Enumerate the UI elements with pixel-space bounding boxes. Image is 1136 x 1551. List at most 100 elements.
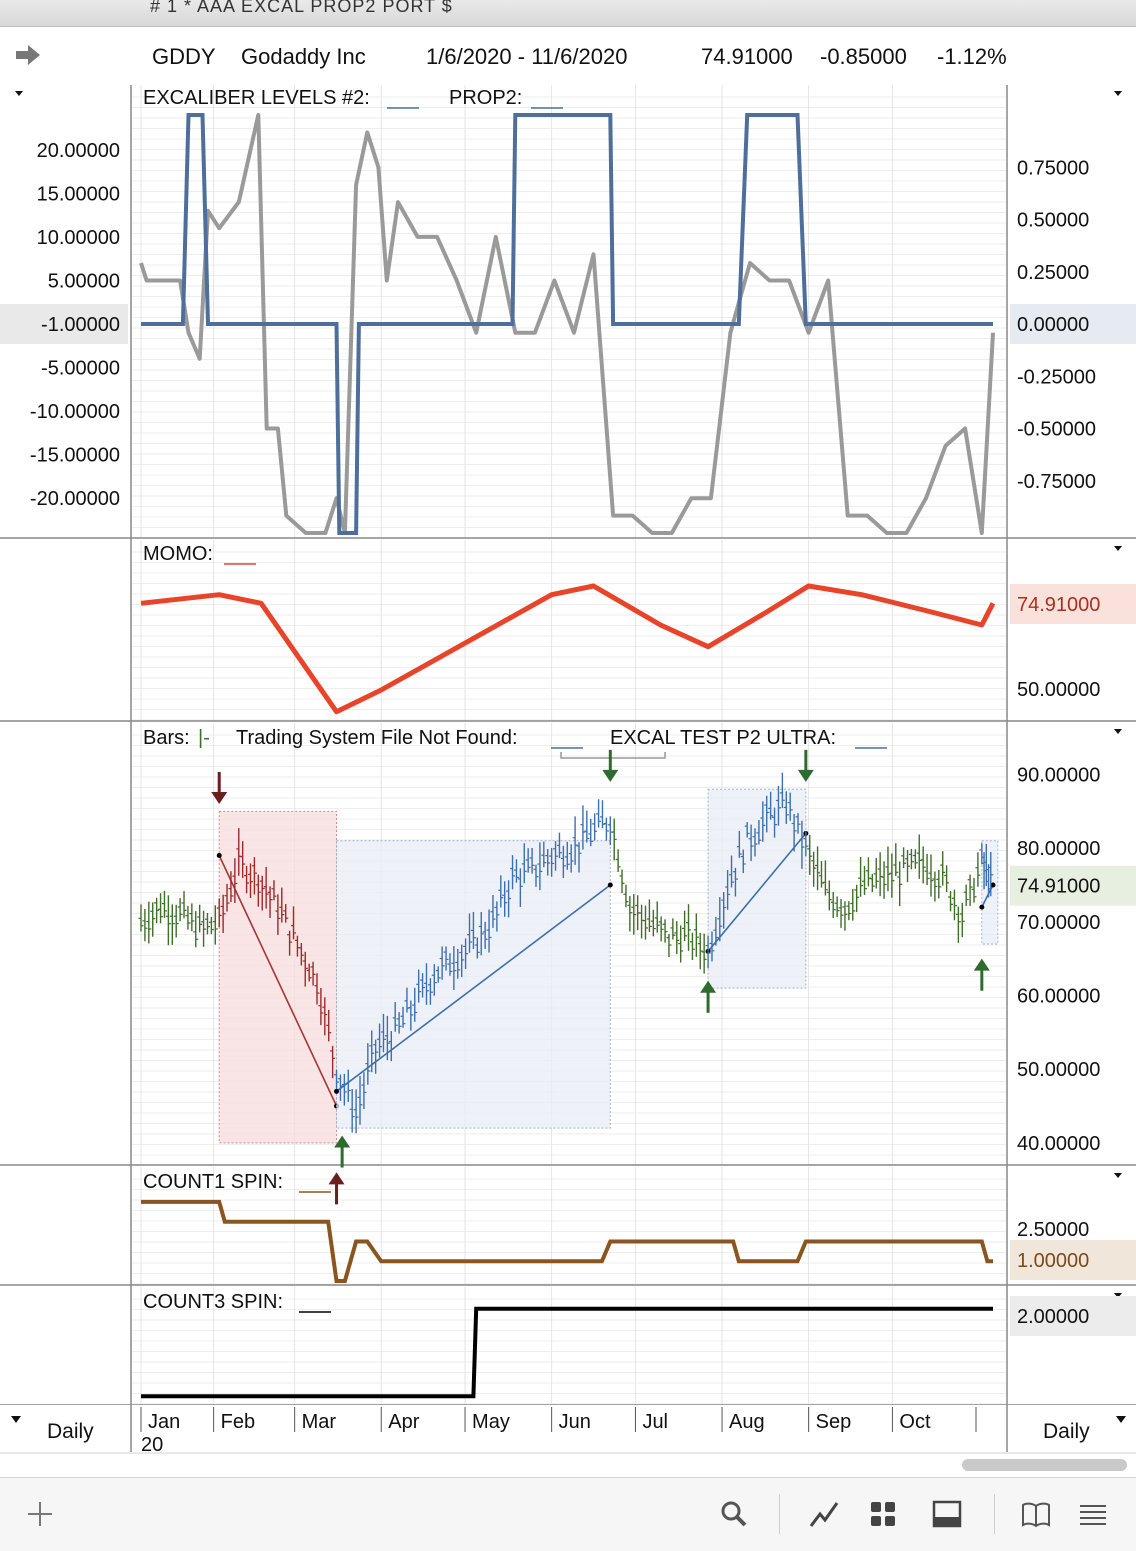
month-label: Mar [302, 1411, 337, 1433]
excal-left-tick: 5.00000 [48, 270, 120, 292]
count1-right-tick: 2.50000 [1017, 1219, 1089, 1241]
excal-test-title: EXCAL TEST P2 ULTRA: [610, 727, 836, 749]
prop2-title: PROP2: [449, 87, 522, 109]
excal-right-tick: 0.50000 [1017, 210, 1089, 232]
layout-icon[interactable] [931, 1498, 963, 1530]
pane-count3-background [0, 1287, 1136, 1405]
right-value-tag [1010, 304, 1136, 344]
count3-right-tick: 2.00000 [1017, 1306, 1089, 1328]
plus-icon[interactable] [24, 1498, 56, 1530]
book-icon[interactable] [1020, 1498, 1052, 1530]
period-left-dropdown-icon[interactable] [11, 1416, 21, 1424]
period-left[interactable]: Daily [47, 1420, 94, 1443]
month-label: Jan [148, 1411, 180, 1433]
excal-left-tick: 20.00000 [37, 140, 120, 162]
month-label: Jul [642, 1411, 668, 1433]
last-price: 74.91000 [701, 44, 793, 69]
count3-title: COUNT3 SPIN: [143, 1291, 283, 1313]
excal-right-tick: -0.50000 [1017, 419, 1096, 441]
pane-count1-background [0, 1167, 1136, 1285]
count3-line [141, 1306, 993, 1399]
window-titlebar: # 1 * AAA EXCAL PROP2 PORT $ [0, 0, 1136, 27]
trade-line [707, 832, 807, 952]
symbol-ticker: GDDY [152, 44, 216, 69]
menu-icon[interactable] [1077, 1498, 1109, 1530]
chart-panes[interactable]: EXCALIBER LEVELS #2: PROP2: MOMO: Bars: |- Tr… [0, 83, 1136, 1405]
bars-right-tick: 90.00000 [1017, 764, 1100, 786]
trade-zone [336, 840, 611, 1129]
excal-left-tick: -20.00000 [30, 488, 120, 510]
title-bracket [560, 752, 666, 759]
count1-title: COUNT1 SPIN: [143, 1171, 283, 1193]
period-right[interactable]: Daily [1043, 1420, 1090, 1443]
momo-title: MOMO: [143, 543, 213, 565]
window-title: # 1 * AAA EXCAL PROP2 PORT $ [150, 0, 453, 16]
momo-right-tick: 74.91000 [1017, 594, 1100, 616]
pane-menu-icon [1114, 546, 1122, 551]
excal-left-tick: -1.00000 [41, 314, 120, 336]
date-range: 1/6/2020 - 11/6/2020 [426, 44, 628, 69]
sell-signal-arrow [602, 749, 619, 782]
pane-menu-icon [1114, 91, 1122, 96]
toolbar-separator [994, 1494, 995, 1534]
trade-entry-dot [334, 1088, 340, 1094]
trade-exit-dot [990, 882, 996, 888]
horizontal-scrollbar[interactable] [962, 1459, 1127, 1471]
count1-value-tag [1010, 1240, 1136, 1280]
pane-momo-background [0, 540, 1136, 721]
left-pane-menu-icon [15, 91, 23, 96]
trading-system-title: Trading System File Not Found: [236, 727, 518, 749]
trade-entry-dot [216, 853, 222, 859]
excal-right-tick: -0.25000 [1017, 366, 1096, 388]
bars-title: Bars: [143, 727, 190, 749]
trade-zone [707, 788, 807, 989]
month-label: May [472, 1411, 510, 1433]
buy-signal-arrow [328, 1172, 345, 1205]
trade-zone [218, 810, 338, 1144]
search-icon[interactable] [718, 1498, 750, 1530]
excal-right-tick: 0.00000 [1017, 314, 1089, 336]
excal-right-tick: -0.75000 [1017, 471, 1096, 493]
bars-right-tick: 50.00000 [1017, 1059, 1100, 1081]
price-change: -0.85000 [820, 44, 907, 69]
symbol-header: GDDY Godaddy Inc 1/6/2020 - 11/6/2020 74… [0, 27, 1136, 83]
excal-left-tick: -10.00000 [30, 401, 120, 423]
toolbar-separator [779, 1494, 780, 1534]
bars-style-glyph: |- [198, 727, 210, 749]
buy-signal-arrow [973, 958, 990, 991]
forward-arrow-icon[interactable] [14, 43, 42, 67]
count1-line [141, 1199, 993, 1283]
pane-menu-icon [1114, 1173, 1122, 1178]
draw-line-icon[interactable] [808, 1498, 840, 1530]
sell-signal-arrow [797, 749, 814, 782]
momo-line [140, 583, 996, 715]
count1-right-tick: 1.00000 [1017, 1250, 1089, 1272]
month-label: Apr [388, 1411, 419, 1433]
month-label: Oct [899, 1411, 931, 1433]
price-change-pct: -1.12% [937, 44, 1007, 69]
sell-signal-arrow [211, 771, 228, 804]
bars-value-tag [1010, 865, 1136, 906]
buy-signal-arrow [334, 1135, 351, 1168]
excal-left-tick: -15.00000 [30, 445, 120, 467]
bars-right-tick: 60.00000 [1017, 986, 1100, 1008]
grid-icon[interactable] [867, 1498, 899, 1530]
trade-exit-dot [607, 882, 613, 888]
bars-right-tick: 74.91000 [1017, 876, 1100, 898]
excal-right-tick: 0.75000 [1017, 157, 1089, 179]
company-name: Godaddy Inc [241, 44, 366, 69]
prop2-line [141, 113, 993, 535]
month-label: Aug [729, 1411, 765, 1433]
period-right-dropdown-icon[interactable] [1116, 1416, 1126, 1424]
trade-line [336, 884, 611, 1092]
momo-right-tick: 50.00000 [1017, 679, 1100, 701]
count3-value-tag [1010, 1296, 1136, 1336]
excal-left-tick: -5.00000 [41, 358, 120, 380]
time-axis: Jan Feb Mar Apr May Jun Jul Aug Sep Oct 20 [0, 1405, 1136, 1455]
excal-title: EXCALIBER LEVELS #2: [143, 87, 370, 109]
trade-line [218, 855, 338, 1107]
bars-right-tick: 80.00000 [1017, 838, 1100, 860]
month-label: Sep [816, 1411, 852, 1433]
bottom-toolbar [0, 1477, 1136, 1551]
excal-left-tick: 15.00000 [37, 183, 120, 205]
